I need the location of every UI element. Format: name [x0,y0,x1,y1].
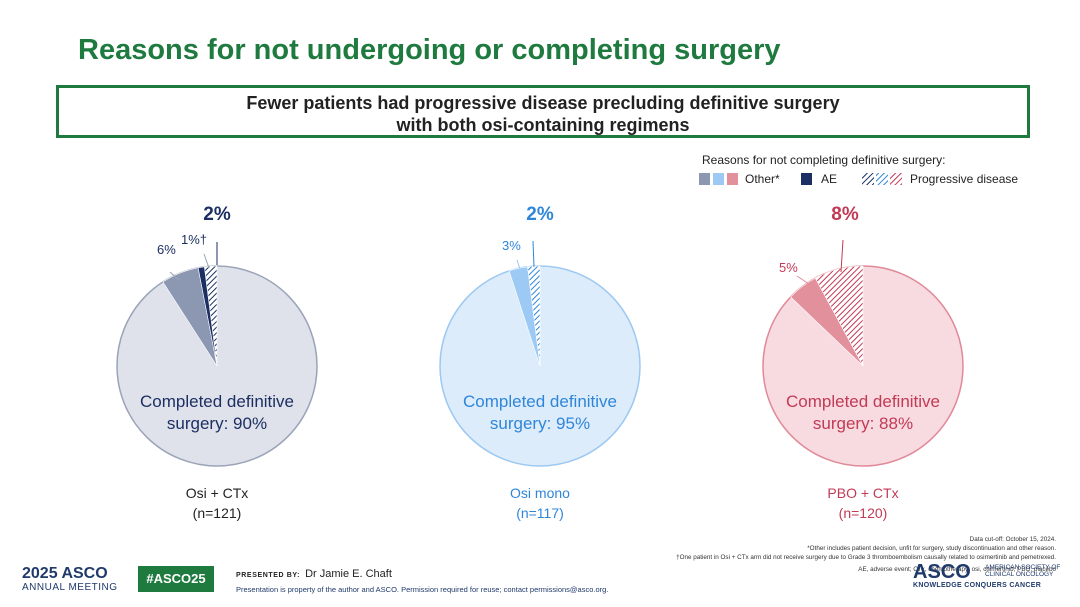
arm-label: PBO + CTx [827,485,898,501]
hashtag-badge: #ASCO25 [138,566,214,592]
pie-osi-mono: 3% 2% Completed definitive surgery: 95% Osi … [439,204,641,521]
slice-label-other: 3% [502,238,521,253]
leader-line-other [516,259,521,270]
presented-by-label: PRESENTED BY: [236,572,301,579]
key-message-line-1: Fewer patients had progressive disease p… [246,93,840,113]
slice-label-pd: 2% [203,204,231,225]
arm-label: Osi mono [510,485,570,501]
leader-line-other [796,275,810,285]
arm-n-label: (n=121) [193,505,242,521]
center-label-line-1: Completed definitive [463,392,617,411]
arm-label: Osi + CTx [186,485,249,501]
leader-line-ae [203,253,210,269]
presented-by: PRESENTED BY: Dr Jamie E. Chaft [236,568,392,580]
legend-label-progressive-disease: Progressive disease [910,172,1019,186]
slice-label-pd: 2% [526,204,554,225]
pie-osi-ctx: 6% 1%† 2% Completed definitive surgery: 90% O… [116,204,318,521]
slice-label-other: 6% [157,242,176,257]
asco-name: ASCO [61,565,108,582]
asco-annual-meeting-logo: 2025 ASCO ANNUAL MEETING [22,565,118,594]
leader-line-other [169,271,180,281]
footnotes: Data cut-off: October 15, 2024. *Other i… [616,535,1056,574]
arm-n-label: (n=117) [516,505,564,521]
center-label-line-2: surgery: 90% [167,414,267,433]
legend-swatch-other-3 [727,173,738,185]
presenter-name: Dr Jamie E. Chaft [305,568,392,580]
footnote-abbreviations: AE, adverse event; CTx, chemotherapy; os… [858,566,1056,573]
legend-title: Reasons for not completing definitive su… [702,153,946,167]
pie-slice-other [162,267,218,367]
center-label-line-1: Completed definitive [786,392,940,411]
page-title: Reasons for not undergoing or completing… [78,34,781,66]
pie-pbo-ctx: 5% 8% Completed definitive surgery: 88% PBO … [762,204,964,521]
slice-label-other: 5% [779,260,798,275]
footnote-other: *Other includes patient decision, unfit … [807,545,1056,552]
asco-society-line-1: AMERICAN SOCIETY OF [985,564,1061,571]
asco-society-text: AMERICAN SOCIETY OF CLINICAL ONCOLOGY [985,564,1060,578]
footnote-dagger: †One patient in Osi + CTx arm did not re… [676,554,1056,561]
center-label-line-2: surgery: 95% [490,414,590,433]
asco-society-line-2: CLINICAL ONCOLOGY [985,571,1054,578]
leader-line-pd [840,239,844,273]
asco-year: 2025 [22,565,58,582]
key-message-box: Fewer patients had progressive disease p… [56,85,1030,138]
footnote-cutoff: Data cut-off: October 15, 2024. [969,536,1056,543]
property-note: Presentation is property of the author a… [236,585,609,594]
arm-n-label: (n=120) [839,505,888,521]
asco-society-logo: ASCO AMERICAN SOCIETY OF CLINICAL ONCOLO… [913,561,1060,589]
pie-slice-other [508,266,541,367]
asco-tagline: KNOWLEDGE CONQUERS CANCER [913,582,1042,589]
center-label-line-1: Completed definitive [140,392,294,411]
legend-swatch-other-1 [699,173,710,185]
legend-swatch-other-2 [713,173,724,185]
slice-label-ae: 1%† [181,232,207,247]
legend-label-ae: AE [821,172,838,186]
legend-swatch-ae [801,173,812,185]
slice-label-pd: 8% [831,204,859,225]
key-message-line-2: with both osi-containing regimens [396,115,690,135]
asco-meeting: ANNUAL MEETING [22,582,118,593]
legend-swatch-progressive-disease [862,173,902,185]
asco-right-name: ASCO [913,561,971,583]
leader-line-pd [532,240,535,268]
center-label-line-2: surgery: 88% [813,414,913,433]
pie-slice-other [790,277,864,367]
legend-label-other: Other* [745,172,780,186]
